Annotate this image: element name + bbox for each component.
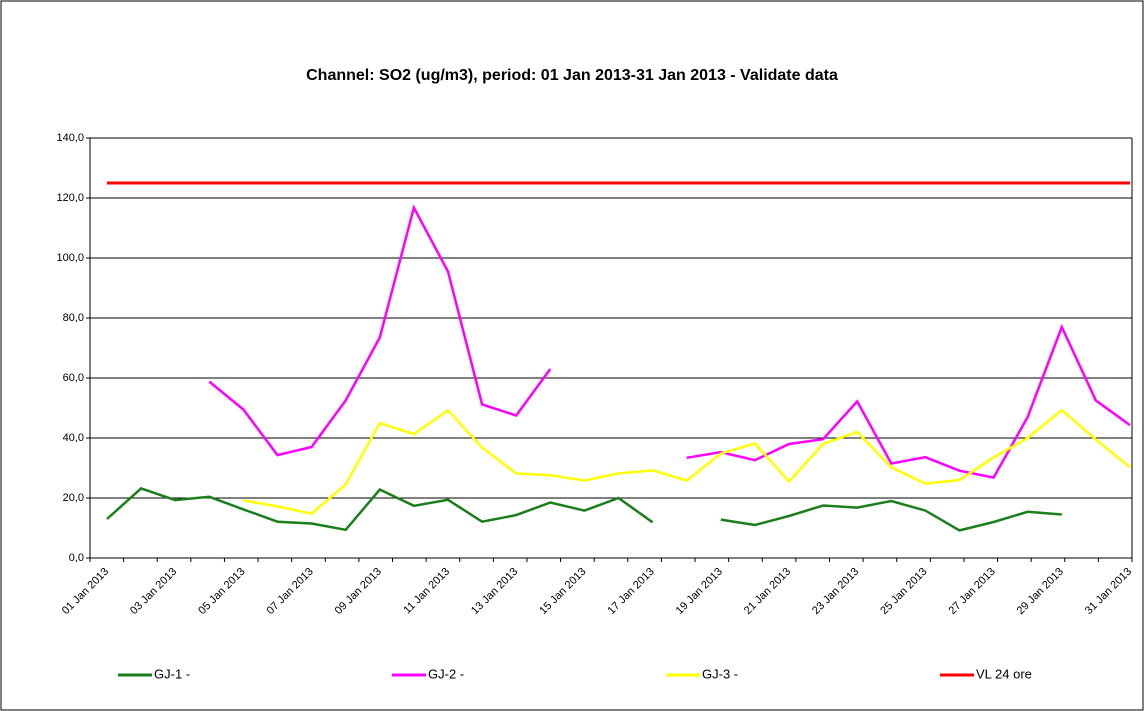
plot-area <box>90 138 1132 558</box>
y-tick-label: 120,0 <box>56 192 84 204</box>
legend-label: GJ-2 - <box>428 666 464 681</box>
y-tick-label: 40,0 <box>63 432 84 444</box>
legend-label: VL 24 ore <box>976 666 1032 681</box>
legend-label: GJ-3 - <box>702 666 738 681</box>
y-tick-label: 20,0 <box>63 492 84 504</box>
series-line <box>243 408 1131 515</box>
y-tick-label: 60,0 <box>63 372 84 384</box>
series-line <box>208 204 1131 480</box>
chart-title: Channel: SO2 (ug/m3), period: 01 Jan 201… <box>306 67 838 84</box>
legend-label: GJ-1 - <box>154 666 190 681</box>
series-line <box>106 486 1062 532</box>
y-tick-label: 0,0 <box>69 552 84 564</box>
y-tick-label: 140,0 <box>56 132 84 144</box>
y-tick-label: 80,0 <box>63 312 84 324</box>
y-tick-label: 100,0 <box>56 252 84 264</box>
